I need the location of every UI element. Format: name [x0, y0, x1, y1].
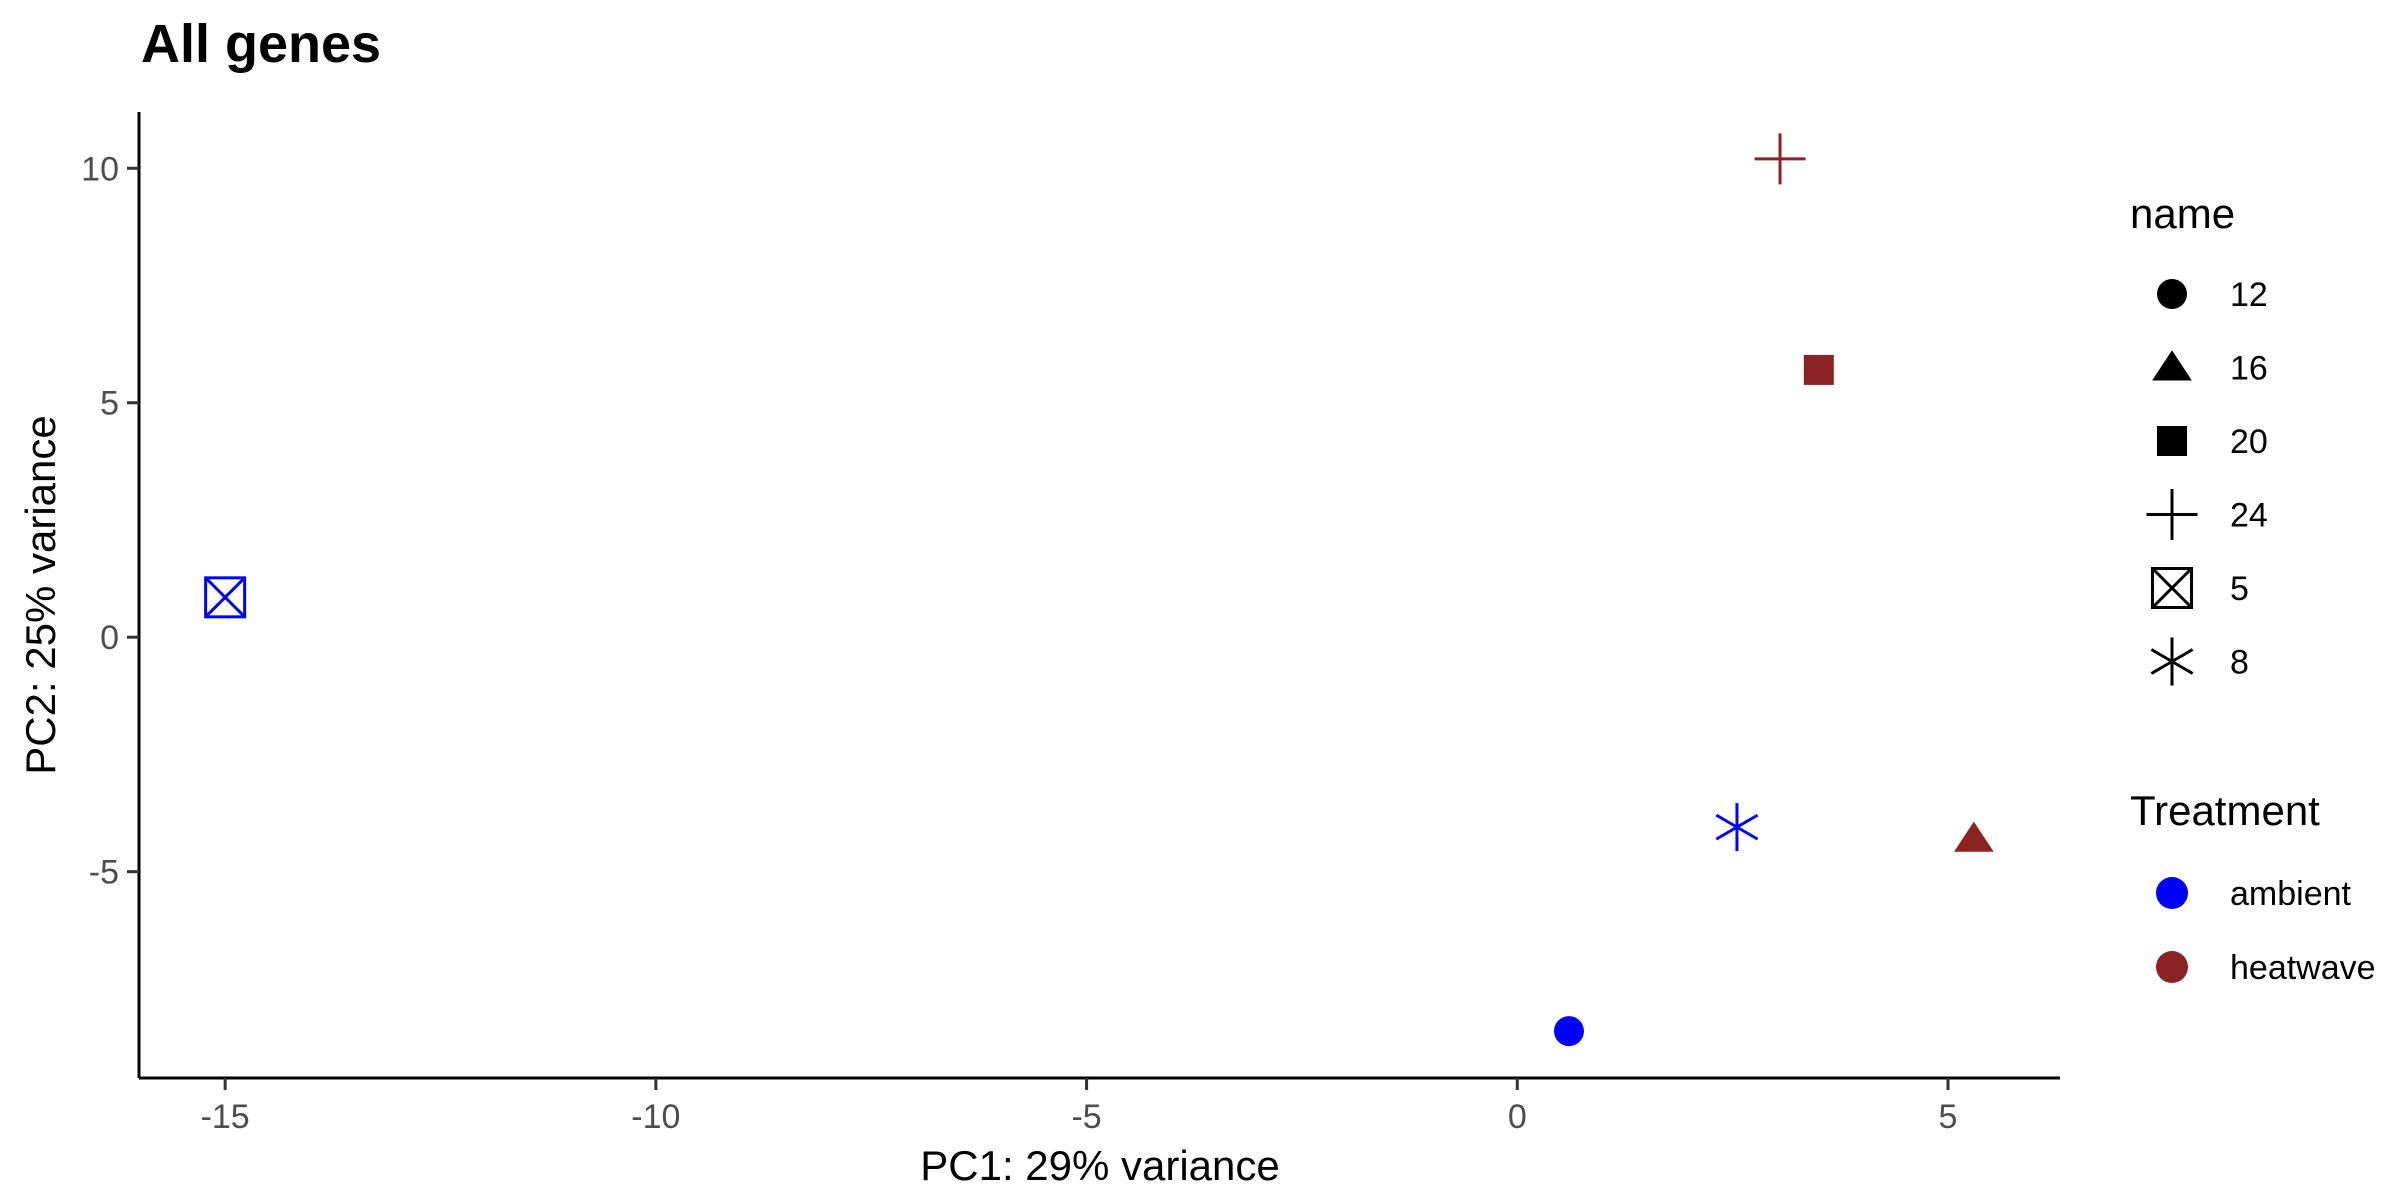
legend-label: 16	[2230, 350, 2268, 388]
x-axis-ticks: -15 -10 -5 0 5	[201, 1078, 1958, 1136]
y-tick-label: 10	[81, 150, 119, 188]
y-axis-ticks: -5 0 5 10	[81, 150, 139, 892]
legend-key-ambient	[2156, 877, 2188, 909]
legend-label: 24	[2230, 497, 2268, 535]
data-point-24	[1754, 133, 1806, 185]
legend-label: 20	[2230, 423, 2268, 461]
legend-key-5	[2151, 567, 2193, 609]
legend-label: 8	[2230, 644, 2249, 682]
legend-name: name 12 16 20 24 5 8	[2130, 190, 2268, 686]
legend-name-title: name	[2130, 190, 2235, 237]
legend-label: heatwave	[2230, 949, 2376, 987]
y-tick-label: 0	[100, 619, 119, 657]
data-point-5	[204, 576, 247, 619]
legend-key-8	[2150, 637, 2194, 686]
x-tick-label: -5	[1071, 1098, 1101, 1136]
chart-title: All genes	[141, 14, 381, 74]
data-point-12	[1553, 1016, 1584, 1047]
legend-key-16	[2152, 350, 2192, 381]
x-tick-label: 5	[1939, 1098, 1958, 1136]
legend-key-24	[2146, 489, 2198, 540]
x-tick-label: 0	[1508, 1098, 1527, 1136]
data-point-8	[1715, 803, 1759, 852]
x-tick-label: -15	[201, 1098, 250, 1136]
data-point-20	[1803, 354, 1834, 385]
legend-label: 12	[2230, 276, 2268, 314]
legend-label: ambient	[2230, 875, 2352, 913]
plot-area	[204, 133, 1994, 1047]
legend-key-20	[2157, 426, 2187, 456]
legend-key-heatwave	[2156, 951, 2188, 983]
legend-label: 5	[2230, 570, 2249, 608]
y-axis-title: PC2: 25% variance	[17, 415, 64, 775]
legend-treatment-title: Treatment	[2130, 787, 2320, 834]
data-point-16	[1954, 821, 1994, 852]
x-axis-title: PC1: 29% variance	[920, 1142, 1280, 1189]
y-tick-label: 5	[100, 385, 119, 423]
y-tick-label: -5	[89, 854, 119, 892]
legend-key-12	[2157, 279, 2187, 309]
legend-treatment: Treatment ambient heatwave	[2130, 787, 2376, 987]
x-tick-label: -10	[631, 1098, 680, 1136]
